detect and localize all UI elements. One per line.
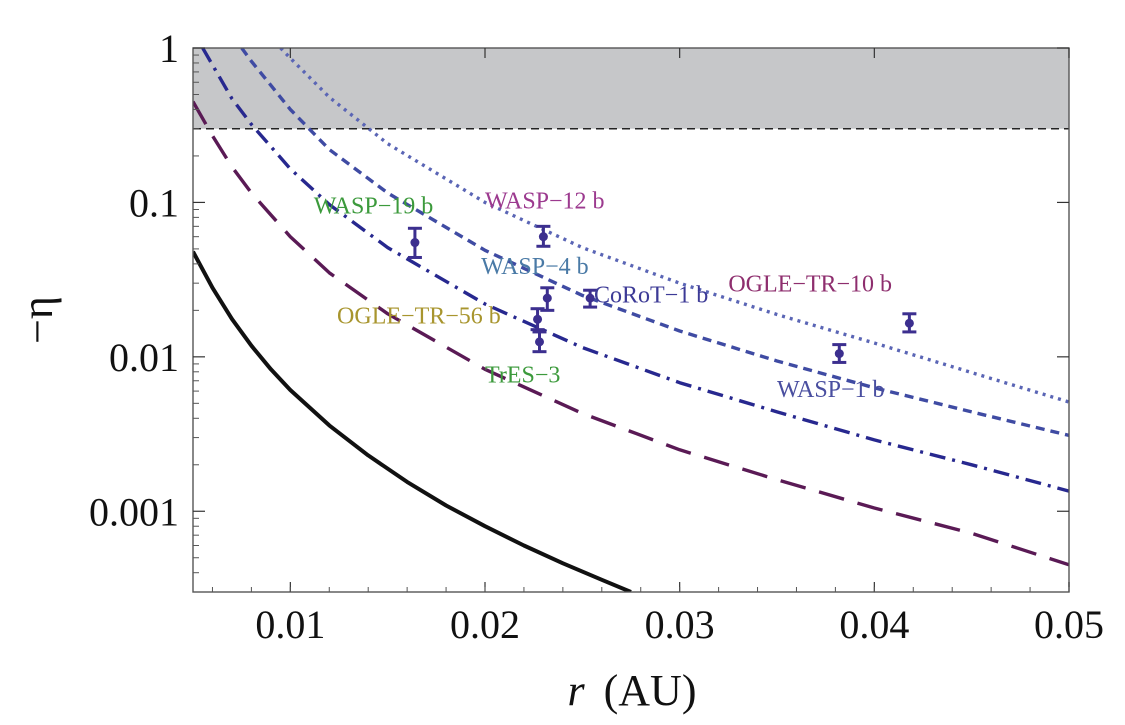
x-tick-label: 0.02 xyxy=(450,602,520,647)
x-tick-label: 0.05 xyxy=(1034,602,1104,647)
plot-frame xyxy=(192,47,1070,593)
x-axis-label-unit: (AU) xyxy=(604,666,697,715)
data-point xyxy=(834,349,844,359)
data-point xyxy=(533,314,543,324)
x-axis-label: r (AU) xyxy=(568,666,697,715)
x-tick-label: 0.03 xyxy=(645,602,715,647)
y-tick-label: 1 xyxy=(159,26,179,71)
data-point xyxy=(538,232,548,242)
data-point xyxy=(585,293,595,303)
x-tick-label: 0.01 xyxy=(255,602,325,647)
x-tick-label: 0.04 xyxy=(839,602,909,647)
point-label: WASP−12 b xyxy=(485,189,605,215)
point-label: TrES−3 xyxy=(485,363,560,389)
x-axis-label-var: r xyxy=(568,666,586,715)
curve-long-dash xyxy=(193,100,1069,567)
curve-dotted xyxy=(279,48,1069,404)
curves-group xyxy=(193,48,1069,592)
y-axis-label: −η xyxy=(13,296,62,344)
point-label: WASP−19 b xyxy=(314,193,434,219)
y-tick-label: 0.001 xyxy=(89,489,179,534)
curve-solid xyxy=(193,250,632,592)
data-point xyxy=(535,337,545,347)
point-label: OGLE−TR−56 b xyxy=(337,303,501,329)
point-label: WASP−4 b xyxy=(481,254,589,280)
curve-dash-dot xyxy=(201,48,1069,493)
y-tick-label: 0.1 xyxy=(129,180,179,225)
point-label: OGLE−TR−10 b xyxy=(728,271,892,297)
data-point xyxy=(410,238,420,248)
point-label: CoRoT−1 b xyxy=(594,282,708,308)
point-label: WASP−1 b xyxy=(777,377,885,403)
y-tick-label: 0.01 xyxy=(109,335,179,380)
data-point xyxy=(542,293,552,303)
excluded-region xyxy=(193,48,1069,129)
plot-area: 0.01 0.02 0.03 0.04 0.05 1 0.1 0.01 0.001 WASP−19… xyxy=(89,26,1104,647)
curve-short-dash xyxy=(240,48,1069,438)
data-point xyxy=(904,318,914,328)
